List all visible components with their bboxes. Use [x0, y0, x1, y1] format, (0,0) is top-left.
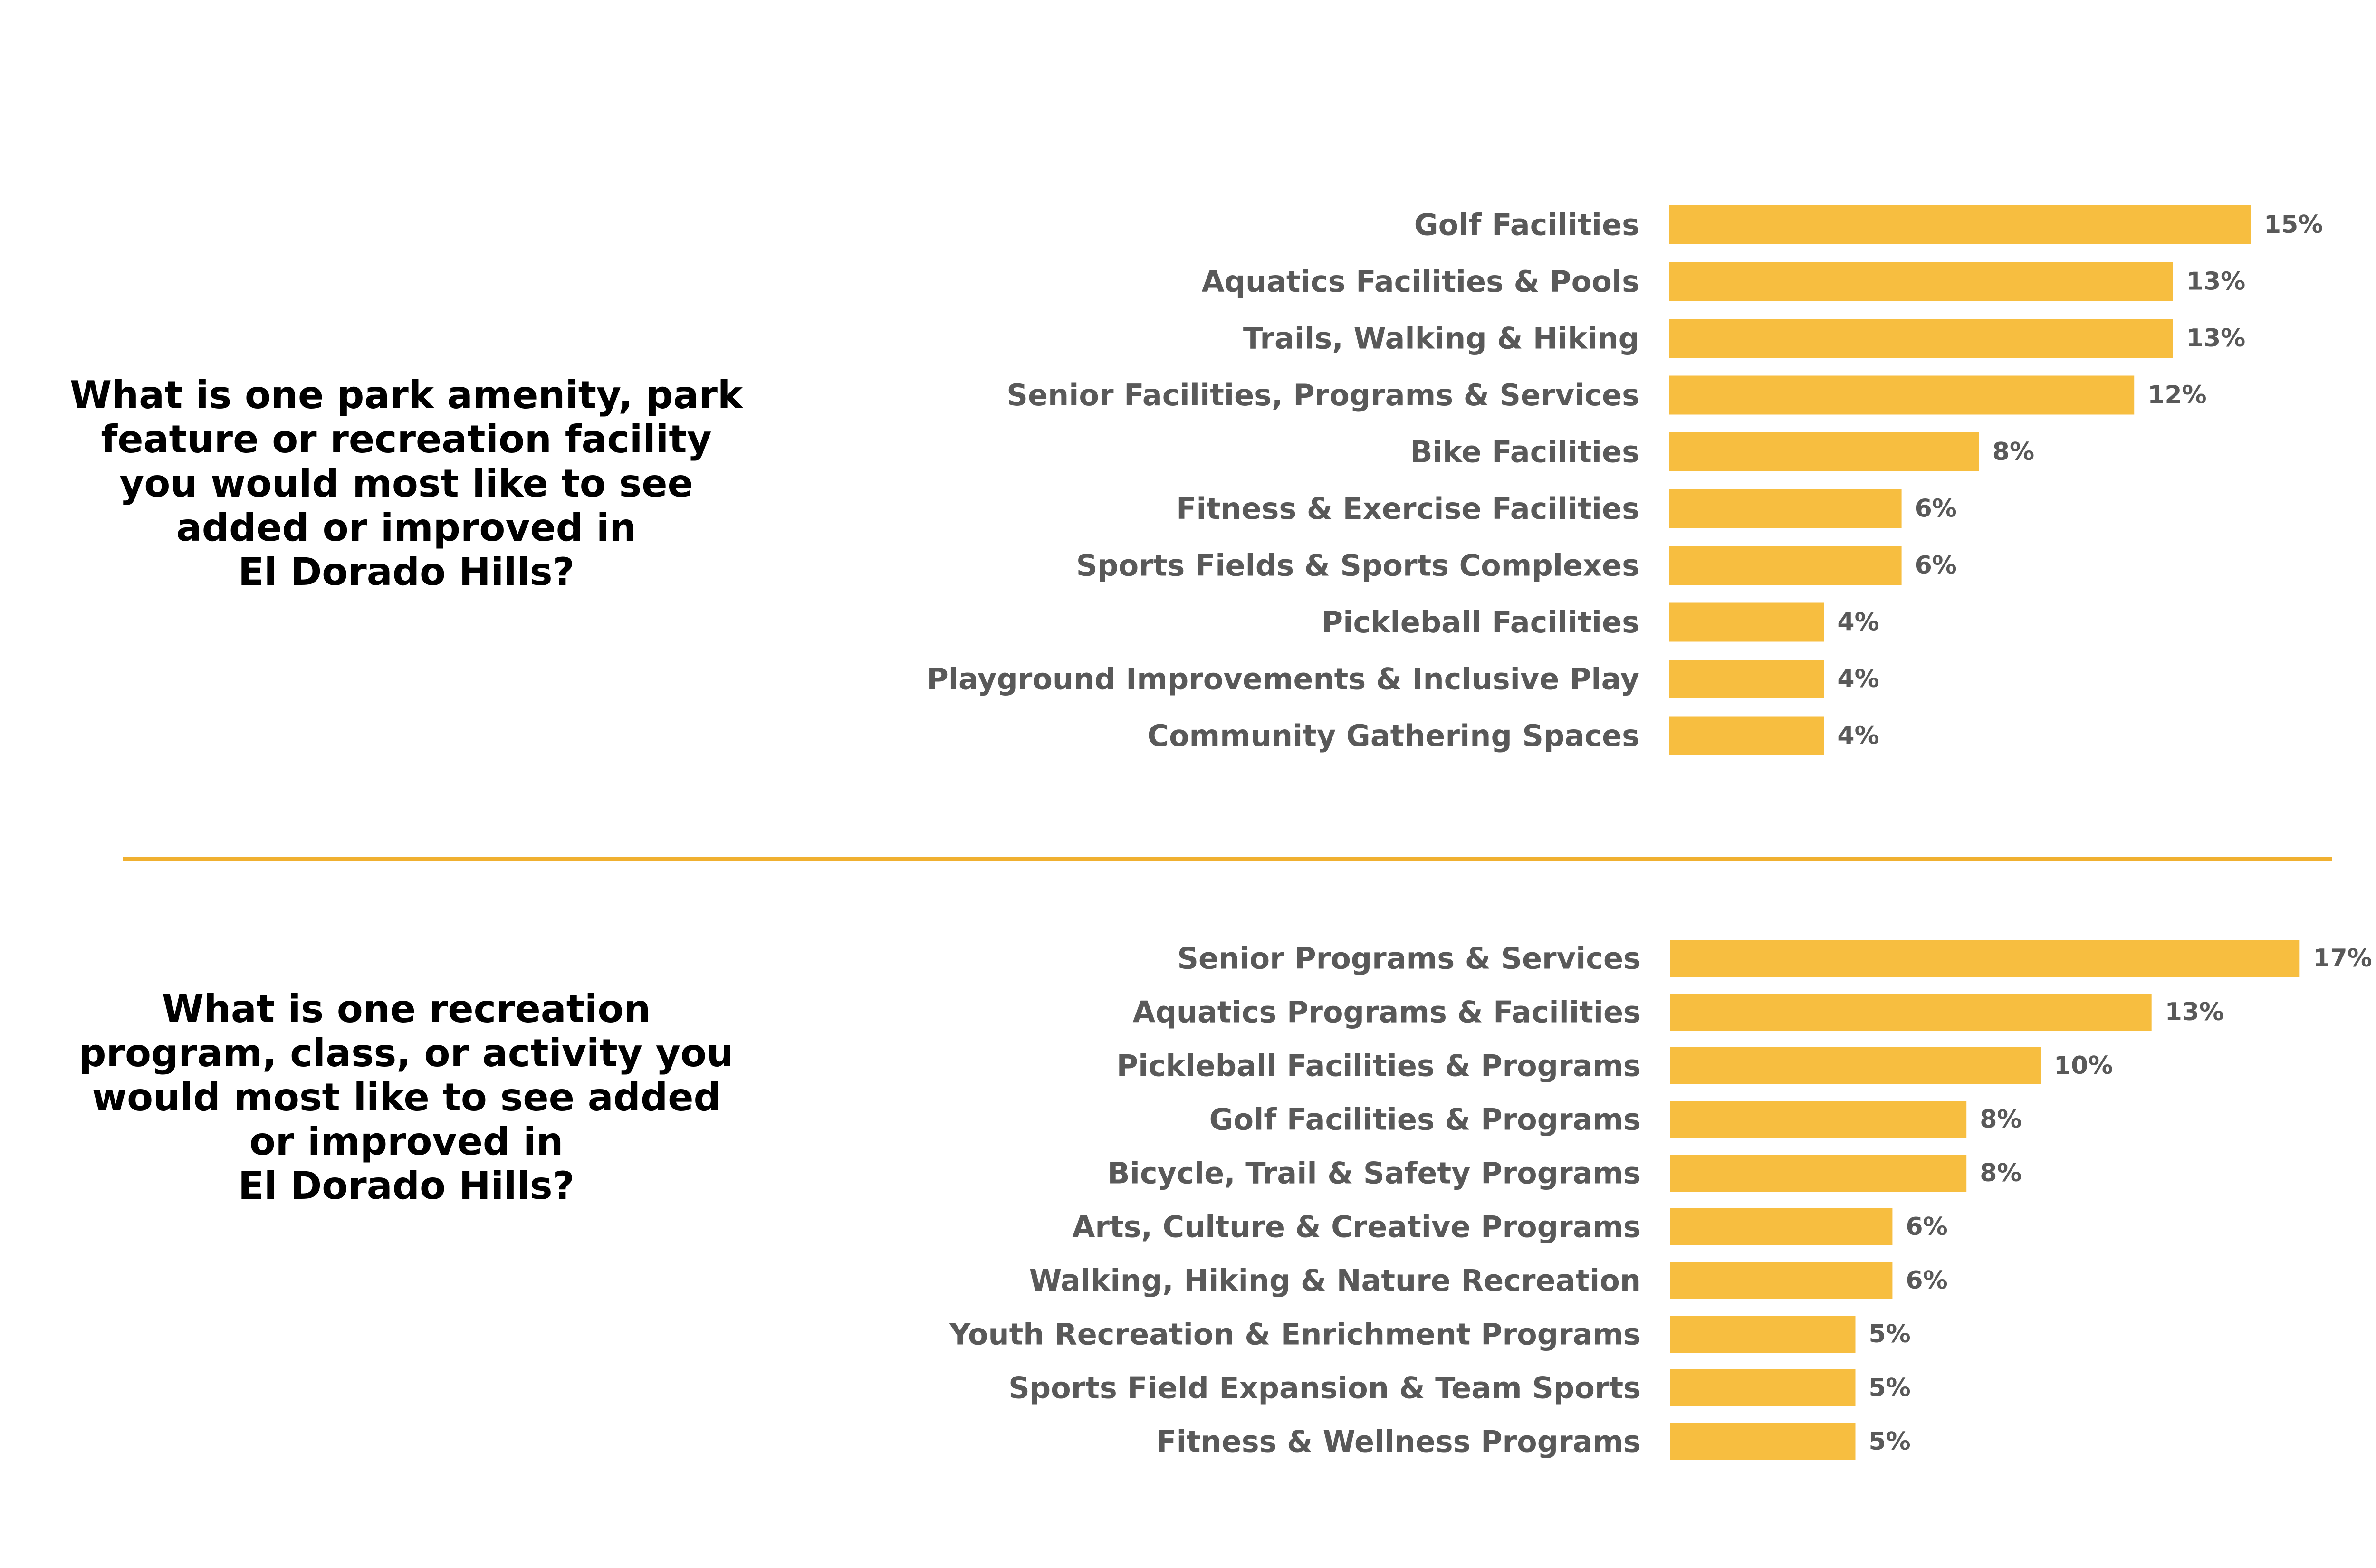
category-label: Aquatics Programs & Facilities	[1132, 995, 1641, 1030]
bar	[1670, 1262, 1893, 1299]
chart-panel-amenities: What is one park amenity, park feature o…	[69, 205, 2323, 755]
value-label: 6%	[1906, 1266, 1947, 1295]
bar	[1670, 1155, 1967, 1192]
section-divider	[123, 857, 2332, 861]
value-label: 12%	[2147, 381, 2206, 410]
category-label: Senior Programs & Services	[1177, 941, 1641, 976]
bar	[1670, 994, 2152, 1031]
bar	[1670, 1423, 1856, 1460]
value-label: 13%	[2186, 324, 2245, 353]
category-label: Bike Facilities	[1410, 435, 1639, 469]
bar	[1669, 716, 1824, 755]
bar	[1669, 375, 2135, 415]
value-label: 8%	[1980, 1105, 2022, 1134]
value-label: 17%	[2313, 944, 2372, 973]
bar	[1670, 940, 2300, 977]
category-label: Senior Facilities, Programs & Services	[1006, 378, 1639, 412]
category-label: Pickleball Facilities	[1322, 605, 1639, 640]
bar	[1669, 262, 2173, 301]
bar	[1669, 602, 1824, 642]
category-label: Aquatics Facilities & Pools	[1202, 264, 1639, 299]
category-label: Fitness & Wellness Programs	[1156, 1425, 1641, 1459]
value-label: 8%	[1980, 1159, 2022, 1187]
category-label: Fitness & Exercise Facilities	[1176, 491, 1639, 526]
value-label: 15%	[2264, 210, 2323, 239]
value-label: 6%	[1906, 1213, 1947, 1241]
value-label: 4%	[1837, 722, 1879, 750]
category-label: Sports Field Expansion & Team Sports	[1008, 1371, 1641, 1405]
value-label: 5%	[1869, 1374, 1911, 1402]
category-label: Golf Facilities	[1414, 208, 1639, 242]
bar	[1669, 660, 1824, 698]
category-label: Playground Improvements & Inclusive Play	[927, 662, 1639, 697]
question-amenities: What is one park amenity, park feature o…	[69, 373, 743, 594]
value-label: 6%	[1915, 551, 1957, 580]
bar	[1669, 546, 1902, 585]
value-label: 13%	[2165, 998, 2224, 1026]
value-label: 13%	[2186, 268, 2245, 296]
category-label: Youth Recreation & Enrichment Programs	[949, 1317, 1641, 1352]
category-label: Arts, Culture & Creative Programs	[1072, 1210, 1641, 1244]
category-label: Pickleball Facilities & Programs	[1117, 1049, 1641, 1083]
category-label: Community Gathering Spaces	[1147, 718, 1639, 753]
category-label: Bicycle, Trail & Safety Programs	[1107, 1156, 1641, 1191]
bar	[1670, 1101, 1967, 1138]
bar	[1670, 1047, 2041, 1084]
bar	[1669, 319, 2173, 358]
value-label: 10%	[2054, 1052, 2113, 1080]
category-label: Trails, Walking & Hiking	[1243, 321, 1639, 356]
bar	[1670, 1369, 1856, 1406]
bar	[1669, 205, 2251, 244]
bar-chart-amenities: Golf Facilities 15% Aquatics Facilities & …	[927, 205, 2323, 755]
value-label: 4%	[1837, 665, 1879, 693]
value-label: 8%	[1993, 438, 2034, 466]
value-label: 6%	[1915, 495, 1957, 523]
value-label: 4%	[1837, 608, 1879, 637]
bar	[1670, 1208, 1893, 1245]
bar	[1670, 1316, 1856, 1353]
value-label: 5%	[1869, 1427, 1911, 1456]
bar	[1669, 489, 1902, 528]
question-programs: What is one recreation program, class, o…	[79, 987, 734, 1208]
bar	[1669, 432, 1979, 471]
bar-chart-programs: Senior Programs & Services 17% Aquatics Pr…	[949, 940, 2372, 1460]
category-label: Walking, Hiking & Nature Recreation	[1029, 1263, 1641, 1298]
value-label: 5%	[1869, 1320, 1911, 1348]
category-label: Sports Fields & Sports Complexes	[1076, 548, 1639, 583]
chart-panel-programs: What is one recreation program, class, o…	[0, 855, 2376, 1568]
category-label: Golf Facilities & Programs	[1209, 1102, 1641, 1137]
